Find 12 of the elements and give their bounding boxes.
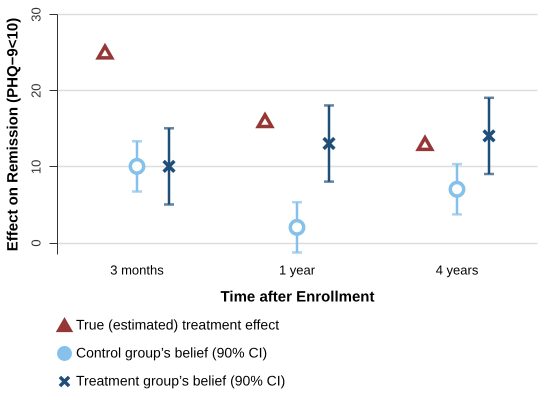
legend-label: Control group’s belief (90% CI)	[76, 344, 268, 360]
x-tick-label: 3 months	[110, 262, 164, 278]
x-tick-label: 4 years	[436, 262, 479, 278]
y-axis-title: Effect on Remission (PHQ−9<10)	[4, 18, 22, 252]
legend-label: Treatment group’s belief (90% CI)	[76, 372, 286, 388]
legend-label: True (estimated) treatment effect	[76, 316, 280, 332]
y-tick-label: 10	[28, 160, 44, 174]
x-tick-label: 1 year	[278, 262, 316, 278]
y-tick-label: 20	[28, 83, 44, 98]
x-axis-title: Time after Enrollment	[220, 288, 374, 306]
y-tick-label: 30	[28, 7, 44, 22]
y-tick-label: 0	[28, 239, 44, 247]
